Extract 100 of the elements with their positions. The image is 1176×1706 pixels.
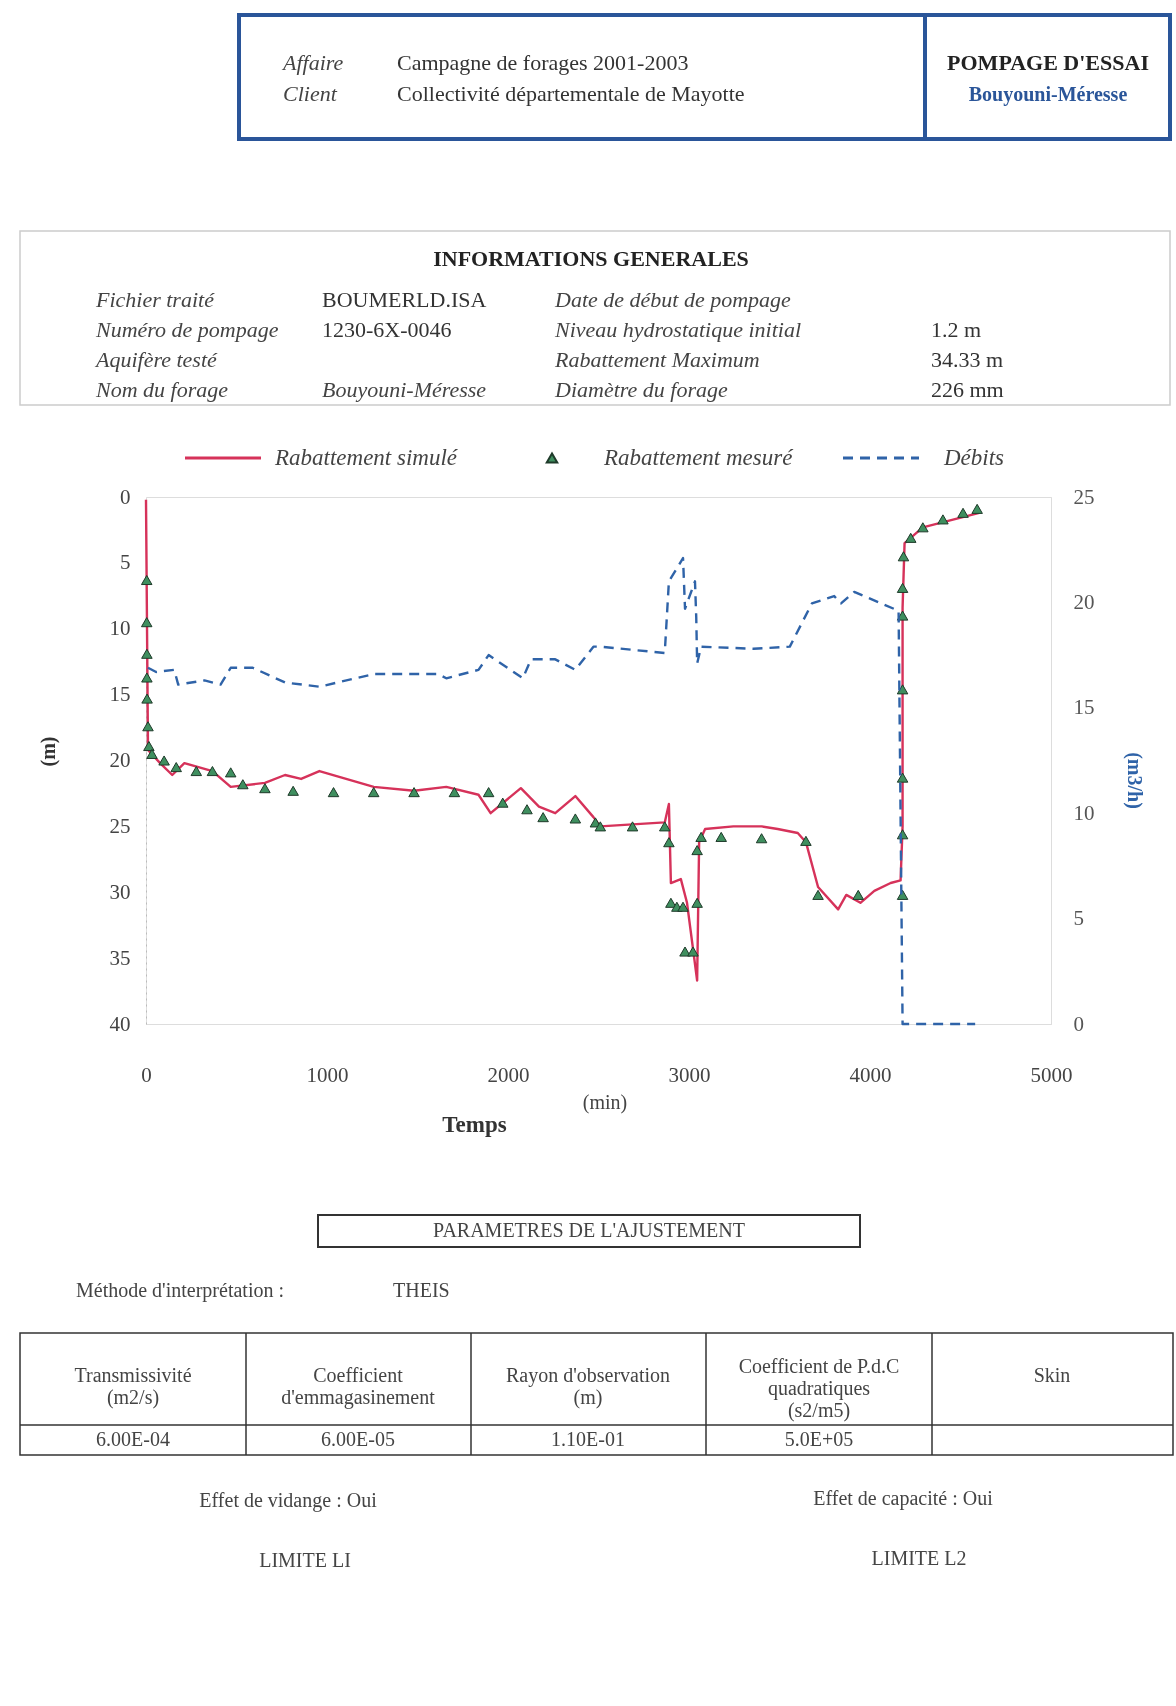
text: 226 mm (931, 377, 1004, 402)
point (497, 797, 509, 808)
point (143, 740, 155, 752)
point (141, 672, 153, 683)
point (897, 551, 910, 562)
point (237, 779, 249, 790)
text: INFORMATIONS GENERALES (433, 246, 749, 271)
text: Fichier traité (95, 287, 216, 312)
point (695, 831, 707, 842)
y-axis-title: (m) (36, 736, 60, 767)
point (691, 897, 703, 908)
y2-tick-label: 0 (1073, 1011, 1084, 1036)
text: Méthode d'interprétation : (76, 1279, 284, 1302)
point (896, 684, 909, 695)
point (852, 889, 864, 900)
point (594, 821, 607, 832)
point (206, 766, 219, 777)
text: Diamètre du forage (554, 377, 728, 402)
text: 5.0E+05 (784, 1428, 854, 1450)
point (812, 889, 824, 900)
point (537, 812, 549, 823)
text: Affaire (281, 50, 344, 75)
y-tick-label: 5 (120, 550, 131, 575)
text: Rabattement Maximum (554, 347, 760, 372)
y-tick-label: 10 (109, 616, 131, 641)
point (190, 766, 203, 777)
point (408, 787, 420, 798)
point (259, 783, 271, 794)
point (146, 748, 158, 759)
text: 1230-6X-0046 (322, 317, 452, 342)
point (715, 831, 727, 842)
x-axis-title: Temps (442, 1111, 507, 1137)
x-tick-label: 2000 (487, 1062, 530, 1087)
text: LIMITE LI (259, 1549, 351, 1571)
point (896, 772, 909, 783)
point (937, 514, 949, 525)
point (140, 574, 153, 586)
text: Collectivité départementale de Mayotte (397, 81, 745, 106)
point (691, 845, 703, 856)
text: Date de début de pompage (554, 287, 792, 312)
point (367, 787, 380, 798)
y-tick-label: 15 (109, 682, 131, 707)
point (140, 617, 153, 628)
y-tick-label: 20 (109, 748, 131, 772)
y-tick-label: 0 (120, 484, 131, 509)
legend-label: Rabattement simulé (274, 445, 459, 470)
y-tick-label: 25 (109, 813, 131, 838)
text: LIMITE L2 (871, 1547, 967, 1569)
text: (min) (582, 1091, 628, 1114)
text: PARAMETRES DE L'AJUSTEMENT (433, 1219, 745, 1241)
point (917, 522, 929, 533)
point (971, 503, 983, 514)
text: Coefficient d'emmagasinement (281, 1364, 436, 1409)
text: Coefficient de P.d.C quadratiques (s2/m5) (738, 1355, 900, 1422)
text: Niveau hydrostatique initial (554, 317, 802, 342)
text: Nom du forage (95, 377, 229, 402)
line-series (146, 556, 977, 1026)
text: Bouyouni-Méresse (322, 377, 487, 402)
x-tick-label: 1000 (306, 1062, 349, 1087)
text: 6.00E-05 (321, 1428, 395, 1450)
point (896, 582, 909, 593)
legend-label: Débits (943, 445, 1005, 470)
point (569, 813, 582, 824)
text: Client (283, 81, 338, 106)
text: THEIS (393, 1279, 450, 1301)
y2-tick-label: 15 (1073, 695, 1095, 720)
point (677, 901, 689, 912)
text: 6.00E-04 (96, 1428, 170, 1450)
y2-tick-label: 10 (1073, 800, 1095, 825)
y-tick-label: 40 (109, 1011, 131, 1036)
point (448, 787, 461, 798)
point (755, 833, 768, 844)
point (327, 787, 340, 798)
y-tick-label: 35 (109, 945, 131, 970)
x-tick-label: 0 (141, 1062, 152, 1087)
text: Rayon d'observation (m) (505, 1364, 671, 1409)
point (158, 755, 170, 766)
point (626, 821, 639, 832)
text: 1.2 m (931, 317, 982, 342)
text: 1.10E-01 (551, 1428, 625, 1450)
point (521, 804, 533, 815)
point (659, 821, 671, 832)
y2-tick-label: 5 (1073, 906, 1084, 931)
point (482, 787, 495, 798)
text: Skin (1033, 1364, 1071, 1386)
point (287, 785, 299, 796)
y2-axis-title: (m3/h) (1122, 752, 1146, 809)
line-series (144, 498, 981, 982)
point (800, 835, 812, 846)
text: Numéro de pompage (95, 317, 279, 342)
point (904, 532, 917, 543)
text: 34.33 m (931, 347, 1004, 372)
text: POMPAGE D'ESSAI (947, 50, 1149, 75)
point (687, 946, 699, 957)
text: Bouyouni-Méresse (968, 83, 1128, 106)
point (141, 648, 153, 659)
point (142, 721, 154, 732)
text: Aquifère testé (94, 347, 218, 372)
text: Effet de capacité : Oui (813, 1487, 994, 1510)
y2-tick-label: 20 (1073, 589, 1095, 614)
